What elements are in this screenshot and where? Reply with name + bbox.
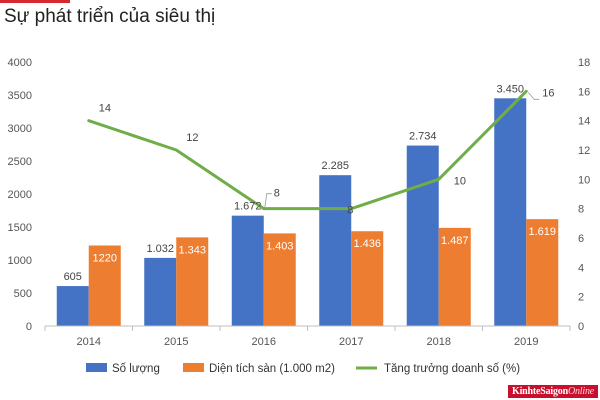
leader-line [527,92,540,100]
bar-dien-tich [526,219,559,326]
data-label-dien-tich: 1.436 [353,238,381,250]
x-tick-label: 2016 [252,336,276,348]
watermark-main: KinhteSaigon [512,386,568,397]
line-tang-truong [87,89,528,211]
bar-layer [56,98,559,326]
data-label-dien-tich: 1.619 [528,226,556,238]
leader-line [264,193,272,208]
data-label-dien-tich: 1220 [93,252,117,264]
axis-layer: 0 500 1000 1500 2000 2500 3000 3500 4000 0 2 4 6 8 10 1… [8,57,591,348]
data-label-dien-tich: 1.403 [266,240,294,252]
y-right-tick-label: 10 [578,174,590,186]
data-label-tang-truong: 14 [99,103,111,115]
legend-so-luong-label: Số lượng [112,363,160,375]
y-right-tick-label: 14 [578,116,590,128]
data-label-so-luong: 2.734 [409,131,437,143]
y-left-tick-label: 1000 [8,255,32,267]
bar-so-luong [144,257,177,326]
bar-so-luong [56,286,89,326]
y-right-tick-label: 6 [578,233,584,245]
data-label-tang-truong: 16 [542,87,554,99]
y-right-tick-label: 12 [578,145,590,157]
x-tick-label: 2018 [427,336,451,348]
bar-dien-tich [438,227,471,326]
title-accent-bar [0,0,70,3]
x-tick-label: 2017 [339,336,363,348]
y-right-tick-label: 16 [578,86,590,98]
legend-tang-truong-label: Tăng trưởng doanh số (%) [384,363,520,375]
y-right-tick-label: 8 [578,204,584,216]
data-label-so-luong: 1.032 [146,243,174,255]
data-label-tang-truong: 8 [347,205,353,217]
data-label-tang-truong: 8 [274,188,280,200]
y-left-tick-label: 2000 [8,189,32,201]
legend-dien-tich-swatch [183,363,204,372]
legend-dien-tich-label: Diện tích sàn (1.000 m2) [209,363,335,375]
y-right-tick-label: 18 [578,57,590,69]
data-label-tang-truong: 12 [186,132,198,144]
x-tick-label: 2014 [77,336,101,348]
legend-so-luong-swatch [86,363,107,372]
label-layer: 605 1.032 1.672 2.285 2.734 3.450 1220 1.343 1.4… [64,83,556,283]
data-label-so-luong: 3.450 [496,83,524,95]
data-label-dien-tich: 1.487 [441,235,469,247]
bar-dien-tich [176,237,209,326]
bar-dien-tich [351,231,384,326]
data-label-so-luong: 2.285 [321,160,349,172]
bar-dien-tich [263,233,296,326]
y-left-tick-label: 4000 [8,57,32,69]
y-right-tick-label: 2 [578,292,584,304]
chart-title: Sự phát triển của siêu thị [4,6,216,27]
line-layer [87,89,528,211]
data-label-so-luong: 1.672 [234,201,262,213]
x-tick-label: 2015 [164,336,188,348]
legend: Số lượng Diện tích sàn (1.000 m2) Tăng trư… [86,363,520,375]
y-left-tick-label: 500 [14,288,32,300]
data-label-dien-tich: 1.343 [178,244,206,256]
y-left-tick-label: 3500 [8,90,32,102]
y-left-tick-label: 1500 [8,222,32,234]
y-left-tick-label: 3000 [8,123,32,135]
data-label-so-luong: 605 [64,271,82,283]
bar-so-luong [319,175,352,326]
data-label-tang-truong: 10 [454,175,466,187]
bar-so-luong [231,215,264,326]
bar-so-luong [406,145,439,326]
bar-dien-tich [88,245,121,326]
y-left-tick-label: 0 [26,321,32,333]
y-right-tick-label: 0 [578,321,584,333]
publisher-watermark: KinhteSaigonOnline [508,385,598,398]
bar-so-luong [494,98,527,326]
y-right-tick-label: 4 [578,262,584,274]
x-tick-label: 2019 [514,336,538,348]
watermark-accent: Online [567,386,594,397]
y-left-tick-label: 2500 [8,156,32,168]
